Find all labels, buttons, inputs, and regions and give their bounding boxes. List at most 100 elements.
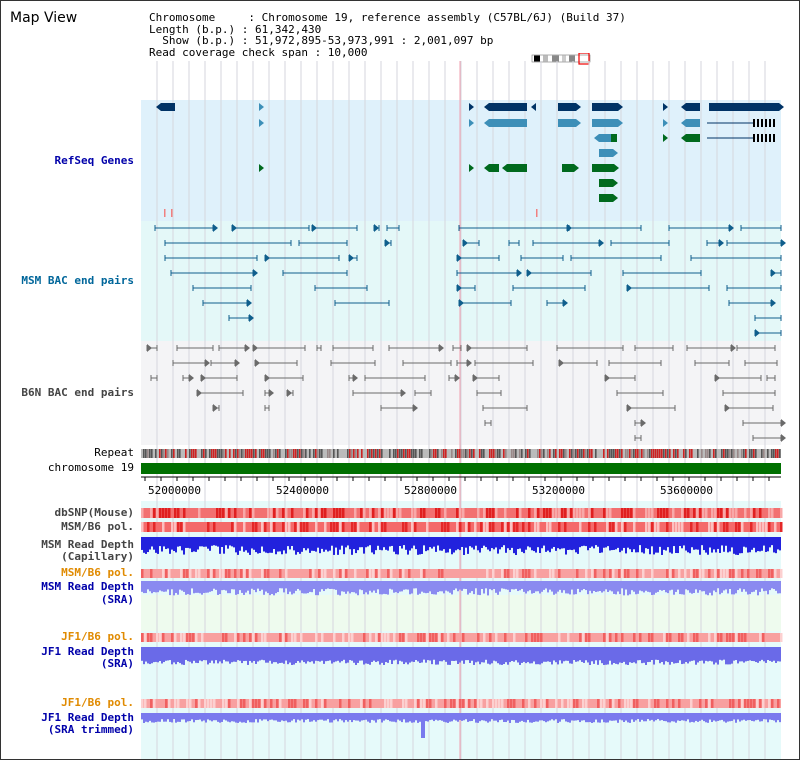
jf1-depth-trimmed-bar (375, 713, 377, 723)
jf1-depth-sra-bar (279, 647, 281, 664)
jf1-depth-trimmed-bar (309, 713, 311, 722)
jf1-depth-trimmed-bar (241, 713, 243, 723)
msm-depth-capillary-bar (725, 537, 727, 546)
dbsnp-track-cell (165, 508, 168, 518)
msm-depth-sra-bar (693, 581, 695, 593)
msm-depth-sra-bar (383, 581, 385, 594)
track-label-chromosome: chromosome 19 (47, 461, 134, 474)
msm-b6-pol2-track-cell (390, 569, 393, 578)
jf1-b6-pol-track-cell (489, 633, 492, 642)
jf1-depth-sra-bar (269, 647, 271, 661)
jf1-depth-sra-bar (227, 647, 229, 662)
msm-depth-sra-bar (595, 581, 597, 592)
msm-b6-pol2-track-cell (180, 569, 183, 578)
repeat-element (677, 449, 679, 458)
msm-depth-sra-bar (377, 581, 379, 590)
jf1-b6-pol2-track-cell (468, 699, 471, 708)
jf1-b6-pol-track-cell (762, 633, 765, 642)
msm-depth-capillary-bar (607, 537, 609, 547)
msm-depth-sra-bar (491, 581, 493, 591)
msm-depth-sra-bar (493, 581, 495, 590)
jf1-depth-sra-bar (755, 647, 757, 663)
jf1-b6-pol2-track-cell (567, 699, 570, 708)
repeat-element (205, 449, 207, 458)
jf1-depth-trimmed-bar (527, 713, 529, 720)
jf1-depth-sra-bar (159, 647, 161, 662)
dbsnp-track-cell (270, 508, 273, 518)
bac-end-arrow (249, 314, 254, 322)
msm-b6-pol-track-cell (306, 522, 309, 532)
msm-b6-pol-track-cell (738, 522, 741, 532)
jf1-depth-trimmed-bar (595, 713, 597, 720)
jf1-b6-pol-track-cell (417, 633, 420, 642)
msm-depth-sra-bar (363, 581, 365, 595)
repeat-element (441, 449, 443, 458)
msm-b6-pol2-track-cell (321, 569, 324, 578)
msm-b6-pol2-track-cell (507, 569, 510, 578)
jf1-depth-sra-bar (649, 647, 651, 662)
msm-depth-capillary-bar (493, 537, 495, 550)
jf1-depth-trimmed-bar (635, 713, 637, 721)
repeat-element (451, 449, 453, 458)
dbsnp-track-cell (603, 508, 606, 518)
jf1-b6-pol-track-cell (495, 633, 498, 642)
jf1-b6-pol-track-cell (174, 633, 177, 642)
dbsnp-track-cell (552, 508, 555, 518)
msm-depth-sra-bar (623, 581, 625, 596)
repeat-element (511, 449, 513, 458)
repeat-element (471, 449, 473, 458)
jf1-depth-trimmed-bar (533, 713, 535, 722)
jf1-b6-pol-track-cell (387, 633, 390, 642)
msm-depth-capillary-bar (543, 537, 545, 546)
msm-depth-sra-bar (519, 581, 521, 591)
msm-depth-capillary-bar (465, 537, 467, 548)
jf1-depth-sra-bar (255, 647, 257, 664)
msm-depth-capillary-bar (271, 537, 273, 553)
msm-b6-pol2-track-cell (387, 569, 390, 578)
jf1-depth-sra-bar (259, 647, 261, 661)
jf1-depth-trimmed-bar (321, 713, 323, 720)
msm-depth-capillary-bar (365, 537, 367, 548)
msm-b6-pol2-track-cell (198, 569, 201, 578)
jf1-depth-trimmed-bar (645, 713, 647, 722)
jf1-b6-pol2-track-cell (324, 699, 327, 708)
jf1-depth-trimmed-bar (317, 713, 319, 721)
msm-depth-capillary-bar (707, 537, 709, 555)
repeat-element (641, 449, 643, 458)
jf1-depth-trimmed-bar (457, 713, 459, 722)
msm-depth-sra-bar (399, 581, 401, 592)
msm-depth-sra-bar (517, 581, 519, 592)
jf1-depth-sra-bar (595, 647, 597, 661)
msm-depth-sra-bar (759, 581, 761, 592)
msm-b6-pol-track-cell (750, 522, 753, 532)
repeat-element (493, 449, 495, 458)
bac-end-arrow (563, 299, 568, 307)
msm-depth-sra-bar (769, 581, 771, 591)
repeat-element (649, 449, 651, 458)
repeat-element (621, 449, 623, 458)
jf1-depth-sra-bar (287, 647, 289, 665)
msm-depth-capillary-bar (171, 537, 173, 550)
msm-depth-capillary-bar (611, 537, 613, 551)
chromosome-ideogram[interactable] (531, 53, 595, 65)
msm-depth-capillary-bar (731, 537, 733, 548)
snp-mark (536, 209, 538, 217)
dbsnp-track-cell (315, 508, 318, 518)
repeat-element (661, 449, 663, 458)
msm-depth-capillary-bar (323, 537, 325, 552)
jf1-depth-sra-bar (605, 647, 607, 665)
jf1-depth-sra-bar (453, 647, 455, 661)
dbsnp-track-cell (606, 508, 609, 518)
msm-depth-sra-bar (303, 581, 305, 594)
repeat-element (377, 449, 379, 458)
msm-b6-pol-track-cell (339, 522, 342, 532)
jf1-depth-sra-bar (731, 647, 733, 664)
jf1-depth-sra-bar (769, 647, 771, 661)
jf1-depth-sra-bar (209, 647, 211, 663)
repeat-element (543, 449, 545, 458)
repeat-element (713, 449, 715, 458)
repeat-element (203, 449, 205, 458)
jf1-b6-pol2-track-cell (360, 699, 363, 708)
msm-depth-capillary-bar (497, 537, 499, 554)
